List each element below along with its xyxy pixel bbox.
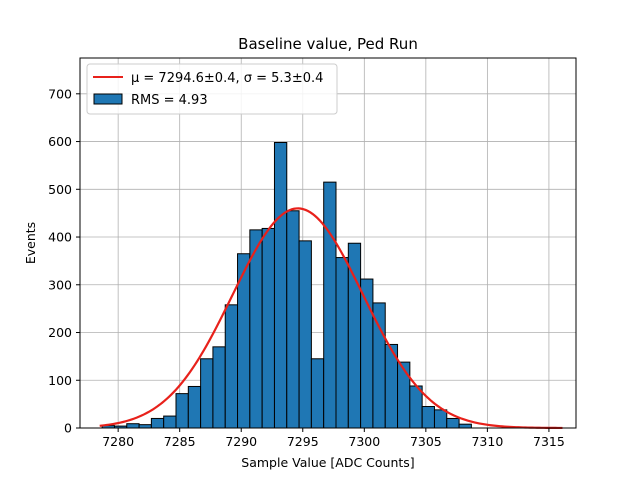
x-tick-label: 7305 (410, 434, 442, 449)
y-tick-label: 700 (48, 86, 72, 101)
histogram-bar (175, 393, 189, 429)
histogram-bar (421, 406, 435, 429)
histogram-bar (446, 417, 460, 429)
x-tick-label: 7300 (348, 434, 380, 449)
y-tick-label: 500 (48, 182, 72, 197)
x-tick-label: 7290 (225, 434, 257, 449)
histogram-bar (433, 409, 448, 429)
y-tick-label: 200 (48, 325, 72, 340)
y-axis-ticks: 0 100 200 300 400 500 600 700 (48, 86, 80, 436)
y-tick-label: 0 (64, 421, 72, 436)
histogram-bar (212, 346, 226, 429)
x-tick-label: 7280 (102, 434, 134, 449)
histogram-bar (286, 210, 300, 429)
x-axis-ticks: 7280 7285 7290 7295 7300 7305 7310 7315 (102, 428, 565, 449)
histogram-bar (187, 385, 202, 429)
x-tick-label: 7315 (533, 434, 565, 449)
histogram-bar (409, 385, 423, 429)
x-tick-label: 7310 (471, 434, 503, 449)
y-tick-label: 300 (48, 277, 72, 292)
y-tick-label: 400 (48, 230, 72, 245)
histogram-bar (163, 415, 177, 429)
y-axis-label: Events (23, 222, 38, 264)
histogram-bar (335, 257, 349, 429)
legend-hist-label: RMS = 4.93 (131, 93, 208, 108)
legend: μ = 7294.6±0.4, σ = 5.3±0.4 RMS = 4.93 (86, 63, 338, 115)
histogram-bar (323, 181, 337, 429)
y-tick-label: 100 (48, 373, 72, 388)
histogram-bar (150, 417, 165, 429)
histogram-bar (200, 358, 214, 429)
histogram-bar (310, 358, 325, 429)
plot-frame (79, 57, 577, 429)
chart-title: Baseline value, Ped Run (238, 35, 418, 53)
histogram-bar (273, 142, 288, 429)
histogram-bar (138, 424, 152, 429)
histogram-bar (261, 227, 275, 429)
histogram-bar (298, 240, 312, 429)
gaussian-fit-line (99, 207, 563, 430)
legend-box (86, 63, 338, 115)
y-tick-label: 600 (48, 134, 72, 149)
x-axis-label: Sample Value [ADC Counts] (241, 455, 414, 470)
histogram-bar (126, 423, 140, 429)
histogram-bar (249, 229, 263, 429)
legend-hist-swatch (93, 93, 123, 105)
x-tick-label: 7285 (164, 434, 196, 449)
histogram-bar (372, 302, 386, 429)
legend-fit-label: μ = 7294.6±0.4, σ = 5.3±0.4 (131, 71, 323, 86)
x-tick-label: 7295 (287, 434, 319, 449)
histogram-bars (101, 142, 472, 429)
histogram-bar (397, 361, 411, 429)
fit-curve-group (99, 207, 563, 430)
histogram-bar (458, 423, 472, 429)
histogram-bar (224, 304, 239, 429)
